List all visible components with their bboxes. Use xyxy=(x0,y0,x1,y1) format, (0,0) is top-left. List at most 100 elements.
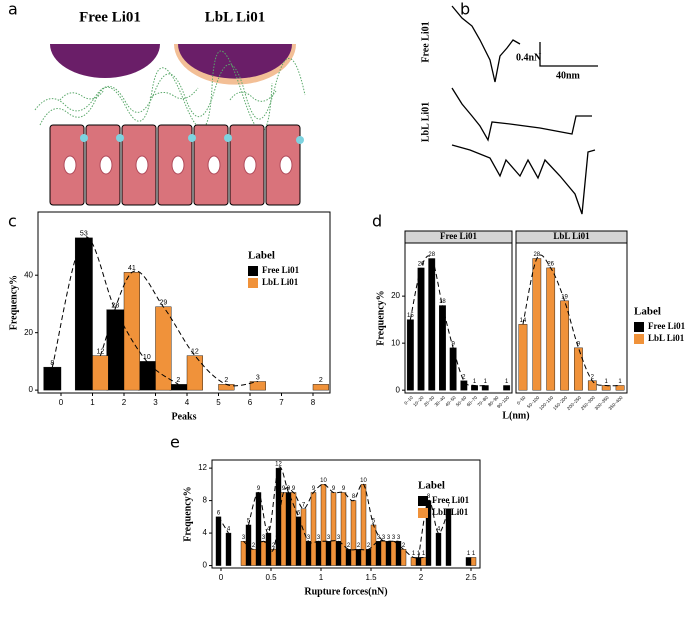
bar xyxy=(169,384,188,391)
bar xyxy=(385,541,392,566)
bar xyxy=(400,549,407,566)
value-label: 29 xyxy=(159,300,167,307)
value-label: 12 xyxy=(275,462,282,468)
value-label: 12 xyxy=(191,348,199,355)
value-label: 18 xyxy=(439,299,446,305)
value-label: 3 xyxy=(387,535,391,541)
value-label: 8 xyxy=(50,360,54,367)
value-label: 12 xyxy=(96,348,104,355)
bar xyxy=(310,492,317,566)
bar xyxy=(420,557,427,566)
legend-swatch xyxy=(248,266,258,276)
value-label: 28 xyxy=(428,252,435,258)
bar xyxy=(417,267,425,391)
value-label: 26 xyxy=(418,261,425,267)
value-label: 7 xyxy=(447,502,451,508)
bar xyxy=(295,516,302,566)
bar xyxy=(186,355,203,391)
bar xyxy=(439,305,446,391)
value-label: 9 xyxy=(257,486,261,492)
bar xyxy=(546,267,556,391)
value-label: 4 xyxy=(437,527,441,533)
bar xyxy=(560,300,569,391)
value-label: 2 xyxy=(176,377,180,384)
legend-swatch xyxy=(418,508,428,518)
value-label: 9 xyxy=(282,486,286,492)
bar xyxy=(270,549,277,566)
value-label: 3 xyxy=(377,535,381,541)
bar xyxy=(300,508,307,566)
bar xyxy=(445,508,452,566)
bar xyxy=(74,237,93,391)
bar xyxy=(532,258,542,391)
trace-label: LbL Li01 xyxy=(420,102,431,142)
bar xyxy=(615,385,625,391)
bar xyxy=(390,541,397,566)
legend-title: Label xyxy=(418,480,445,492)
bar xyxy=(345,549,352,566)
value-label: 28 xyxy=(111,303,119,310)
value-label: 2 xyxy=(402,543,406,549)
legend-label: LbL Li01 xyxy=(432,507,469,517)
value-label: 3 xyxy=(307,535,311,541)
panel-letter: d xyxy=(372,212,382,231)
x-tick-label: 4 xyxy=(185,398,190,407)
bar xyxy=(225,532,232,566)
y-tick-label: 0 xyxy=(29,385,34,394)
value-label: 9 xyxy=(312,486,316,492)
x-tick-label: 0 xyxy=(219,573,224,582)
tip-title: LbL Li01 xyxy=(205,9,265,25)
force-traces: Free Li01 LbL Li01 0.4nN 40nm xyxy=(420,5,598,215)
value-label: 9 xyxy=(292,486,296,492)
y-axis-label: Frequency% xyxy=(8,275,19,330)
bar xyxy=(325,541,332,566)
x-tick-label: 60~70 xyxy=(466,395,479,408)
x-tick-label: 6 xyxy=(248,398,253,407)
bar xyxy=(218,384,235,391)
bar xyxy=(370,524,377,566)
value-label: 1 xyxy=(484,379,488,385)
bar xyxy=(215,516,222,566)
x-tick-label: 2 xyxy=(122,398,127,407)
bar xyxy=(123,272,140,391)
bar xyxy=(395,541,402,566)
bar xyxy=(305,541,312,566)
value-label: 53 xyxy=(80,231,88,238)
value-label: 1 xyxy=(422,551,426,557)
x-tick-label: 0 xyxy=(59,398,64,407)
legend-swatch xyxy=(634,334,644,344)
bar xyxy=(518,324,528,391)
x-tick-label: 0.5 xyxy=(265,573,277,582)
panel-letter: b xyxy=(460,0,470,19)
bar xyxy=(365,549,372,566)
plot-frame xyxy=(515,242,628,394)
bar xyxy=(465,557,472,566)
value-label: 3 xyxy=(327,535,331,541)
facet-title: LbL Li01 xyxy=(553,231,590,241)
x-axis-label: Rupture forces(nN) xyxy=(304,586,387,597)
bar xyxy=(574,347,583,391)
y-tick-label: 12 xyxy=(198,463,207,472)
y-tick-label: 40 xyxy=(24,270,33,279)
panel-letter: e xyxy=(170,433,180,452)
bar xyxy=(260,541,267,566)
legend-swatch xyxy=(248,278,258,288)
bar xyxy=(240,541,247,566)
legend-label: LbL Li01 xyxy=(648,333,685,343)
bar xyxy=(106,309,125,391)
value-label: 3 xyxy=(392,535,396,541)
value-label: 2 xyxy=(591,374,595,380)
value-label: 3 xyxy=(337,535,341,541)
facet-title: Free Li01 xyxy=(440,231,478,241)
legend-title: Label xyxy=(248,250,275,262)
bar xyxy=(380,541,387,566)
legend-title: Label xyxy=(634,306,661,318)
value-label: 3 xyxy=(382,535,386,541)
fit-curve xyxy=(51,236,179,385)
x-tick-label: 50~60 xyxy=(455,395,468,408)
legend-label: LbL Li01 xyxy=(262,277,299,287)
value-label: 19 xyxy=(561,294,568,300)
value-label: 7 xyxy=(302,502,306,508)
